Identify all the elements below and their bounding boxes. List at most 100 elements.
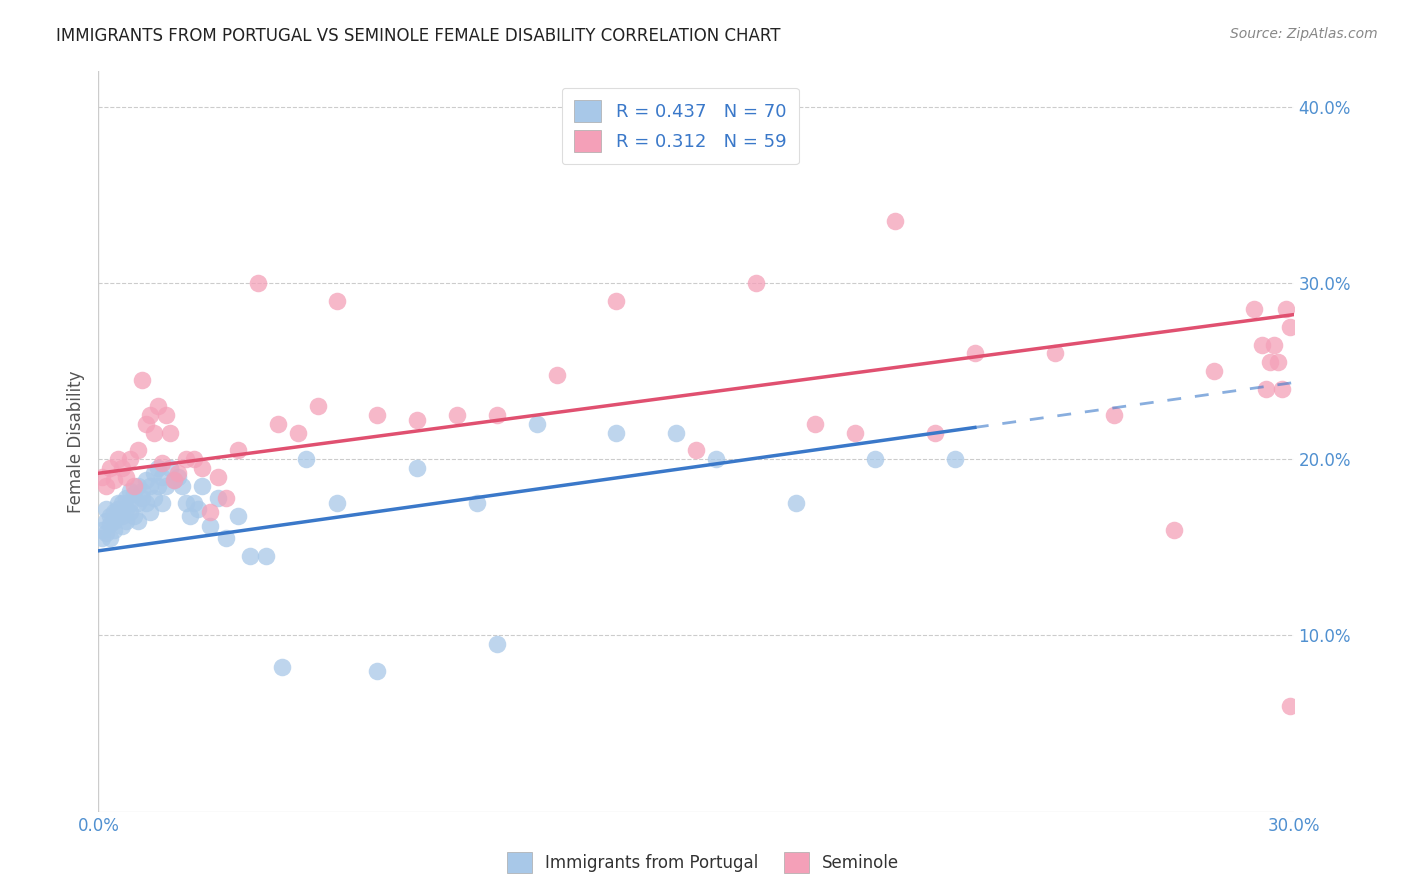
Point — [963, 346, 986, 360]
Point — [120, 496, 142, 510]
Point — [665, 425, 688, 440]
Point — [127, 443, 149, 458]
Point — [267, 417, 290, 431]
Point — [174, 452, 197, 467]
Text: Source: ZipAtlas.com: Source: ZipAtlas.com — [1230, 27, 1378, 41]
Point — [163, 473, 186, 487]
Point — [159, 461, 181, 475]
Point — [246, 276, 269, 290]
Point — [96, 478, 118, 492]
Point — [167, 467, 190, 481]
Point — [120, 452, 142, 467]
Point — [143, 467, 166, 481]
Point — [131, 373, 153, 387]
Point — [1267, 355, 1289, 369]
Point — [167, 470, 190, 484]
Point — [287, 425, 309, 440]
Point — [198, 505, 221, 519]
Point — [135, 496, 157, 510]
Point — [1258, 355, 1281, 369]
Point — [111, 519, 134, 533]
Point — [103, 523, 125, 537]
Point — [745, 276, 768, 290]
Point — [131, 483, 153, 498]
Point — [124, 487, 146, 501]
Point — [924, 425, 946, 440]
Point — [155, 478, 177, 492]
Point — [366, 664, 388, 678]
Point — [685, 443, 707, 458]
Point — [226, 443, 249, 458]
Point — [1271, 382, 1294, 396]
Y-axis label: Female Disability: Female Disability — [66, 370, 84, 513]
Point — [191, 461, 214, 475]
Point — [465, 496, 488, 510]
Point — [605, 425, 627, 440]
Point — [884, 214, 907, 228]
Point — [183, 496, 205, 510]
Point — [943, 452, 966, 467]
Point — [150, 456, 173, 470]
Point — [148, 478, 170, 492]
Point — [159, 425, 181, 440]
Text: IMMIGRANTS FROM PORTUGAL VS SEMINOLE FEMALE DISABILITY CORRELATION CHART: IMMIGRANTS FROM PORTUGAL VS SEMINOLE FEM… — [56, 27, 780, 45]
Point — [148, 399, 170, 413]
Legend: Immigrants from Portugal, Seminole: Immigrants from Portugal, Seminole — [501, 846, 905, 880]
Point — [366, 408, 388, 422]
Point — [1043, 346, 1066, 360]
Point — [215, 491, 238, 505]
Point — [155, 408, 177, 422]
Point — [103, 505, 125, 519]
Point — [120, 483, 142, 498]
Point — [187, 501, 209, 516]
Point — [239, 549, 262, 563]
Point — [1263, 337, 1285, 351]
Point — [139, 478, 162, 492]
Point — [172, 478, 194, 492]
Point — [98, 517, 122, 532]
Point — [98, 508, 122, 523]
Point — [326, 293, 349, 308]
Point — [1278, 320, 1301, 334]
Point — [115, 491, 138, 505]
Point — [111, 496, 134, 510]
Point — [294, 452, 316, 467]
Point — [179, 508, 201, 523]
Point — [127, 514, 149, 528]
Point — [226, 508, 249, 523]
Point — [804, 417, 827, 431]
Point — [844, 425, 866, 440]
Point — [103, 473, 125, 487]
Point — [96, 514, 118, 528]
Point — [485, 408, 508, 422]
Point — [124, 478, 146, 492]
Point — [139, 408, 162, 422]
Point — [150, 470, 173, 484]
Point — [111, 461, 134, 475]
Point — [107, 452, 129, 467]
Point — [865, 452, 887, 467]
Point — [1254, 382, 1277, 396]
Point — [446, 408, 468, 422]
Point — [198, 519, 221, 533]
Point — [148, 461, 170, 475]
Point — [98, 532, 122, 546]
Point — [526, 417, 548, 431]
Point — [307, 399, 329, 413]
Point — [91, 523, 114, 537]
Point — [605, 293, 627, 308]
Point — [91, 470, 114, 484]
Point — [326, 496, 349, 510]
Point — [1202, 364, 1225, 378]
Point — [98, 461, 122, 475]
Point — [107, 496, 129, 510]
Point — [207, 470, 229, 484]
Point — [120, 505, 142, 519]
Point — [191, 478, 214, 492]
Point — [103, 514, 125, 528]
Point — [143, 425, 166, 440]
Point — [406, 413, 429, 427]
Point — [1104, 408, 1126, 422]
Point — [704, 452, 727, 467]
Point — [546, 368, 568, 382]
